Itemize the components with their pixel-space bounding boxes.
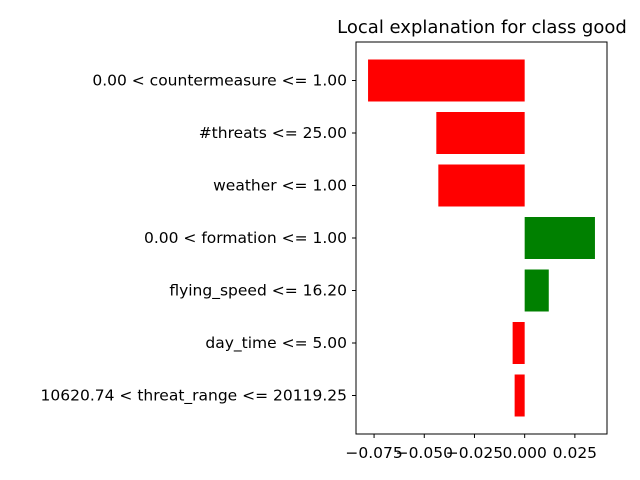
bar bbox=[524, 269, 549, 312]
x-tick-label: −0.075 bbox=[345, 444, 402, 462]
y-tick-labels: 0.00 < countermeasure <= 1.00 #threats <=… bbox=[41, 72, 347, 406]
y-tick-label: day_time <= 5.00 bbox=[205, 334, 347, 353]
bar bbox=[436, 112, 525, 154]
x-ticks: −0.075−0.050−0.025 0.000 0.025 bbox=[345, 80, 597, 462]
plot-frame bbox=[355, 41, 608, 435]
bar bbox=[512, 322, 525, 364]
x-tick-label: 0.025 bbox=[553, 444, 597, 462]
bars bbox=[368, 59, 595, 417]
x-tick-label: −0.025 bbox=[446, 444, 503, 462]
y-tick-label: flying_speed <= 16.20 bbox=[169, 282, 347, 301]
y-tick-label: 0.00 < countermeasure <= 1.00 bbox=[92, 72, 347, 90]
y-tick-label: 10620.74 < threat_range <= 20119.25 bbox=[41, 387, 347, 406]
y-tick-label: weather <= 1.00 bbox=[213, 177, 347, 195]
x-tick-label: 0.000 bbox=[502, 444, 546, 462]
chart-title: Local explanation for class good bbox=[337, 17, 627, 38]
bar bbox=[514, 374, 525, 417]
y-tick-label: 0.00 < formation <= 1.00 bbox=[144, 229, 347, 247]
bar bbox=[438, 164, 525, 207]
bar bbox=[368, 59, 525, 102]
x-tick-label: −0.050 bbox=[396, 444, 453, 462]
bar bbox=[524, 217, 595, 259]
y-tick-label: #threats <= 25.00 bbox=[199, 124, 347, 142]
